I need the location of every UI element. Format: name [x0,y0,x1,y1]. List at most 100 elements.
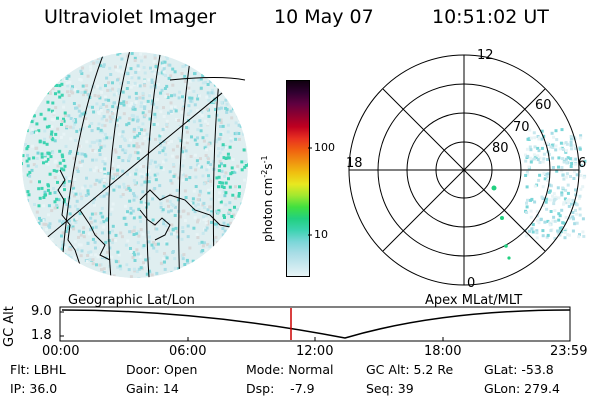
speckle-pixel [92,140,96,144]
polar-speckle-pixel [567,201,571,205]
speckle-pixel [173,173,177,177]
speckle-pixel [229,139,233,143]
speckle-pixel [103,95,107,99]
speckle-pixel [30,127,34,131]
speckle-pixel [181,209,185,213]
speckle-pixel [84,117,88,121]
speckle-pixel [219,268,223,272]
speckle-pixel [181,95,184,99]
speckle-pixel [35,122,39,126]
speckle-pixel [41,219,45,223]
speckle-pixel [162,146,166,150]
speckle-pixel [106,171,110,175]
speckle-pixel [126,81,130,84]
speckle-pixel [35,104,38,108]
speckle-pixel [222,189,226,193]
speckle-pixel [31,52,35,56]
polar-speckle-pixel [571,198,575,202]
speckle-pixel [206,122,210,126]
speckle-pixel [31,84,35,88]
speckle-pixel [73,118,77,122]
polar-speckle-pixel [569,175,572,178]
speckle-pixel [65,266,69,270]
speckle-pixel [236,236,239,240]
speckle-pixel [25,147,29,151]
speckle-pixel [230,166,234,170]
speckle-pixel [237,103,241,107]
speckle-pixel [22,130,25,134]
speckle-pixel [159,166,163,170]
speckle-pixel [220,243,224,247]
speckle-pixel [107,230,111,234]
speckle-pixel [133,269,137,273]
speckle-pixel [249,217,252,220]
speckle-pixel [127,144,131,148]
speckle-pixel [171,148,175,152]
speckle-pixel [169,74,173,78]
speckle-pixel [33,220,37,224]
polar-speckle-pixel [561,148,565,151]
speckle-pixel [182,272,186,276]
polar-speckle-pixel [549,145,553,149]
speckle-pixel [143,84,147,88]
speckle-pixel [243,160,247,163]
speckle-pixel [44,243,48,247]
speckle-pixel [143,113,147,117]
speckle-pixel [124,187,128,191]
speckle-pixel [211,62,214,66]
speckle-pixel [143,137,147,140]
speckle-pixel [171,251,175,254]
speckle-pixel [222,79,226,83]
speckle-pixel [99,64,103,68]
speckle-pixel [68,212,72,216]
polar-speckle-pixel [547,152,551,156]
speckle-pixel [94,158,98,162]
speckle-pixel [135,270,139,274]
speckle-pixel [93,219,97,223]
speckle-pixel [192,89,196,93]
speckle-pixel [39,260,42,264]
polar-speckle-pixel [558,214,562,218]
speckle-pixel [172,232,176,236]
speckle-pixel [201,260,205,264]
polar-speckle-pixel [578,213,582,217]
speckle-pixel [49,83,53,86]
speckle-pixel [193,153,197,157]
speckle-pixel [99,195,103,198]
speckle-pixel [37,52,41,55]
speckle-pixel [170,270,174,274]
polar-speckle-pixel [546,219,550,223]
speckle-pixel [111,167,115,171]
polar-speckle-pixel [573,162,577,166]
speckle-pixel [50,237,54,241]
speckle-pixel [83,58,87,62]
speckle-pixel [195,59,199,63]
polar-speckle-pixel [583,159,587,163]
speckle-pixel [111,229,114,233]
speckle-pixel [242,233,246,237]
speckle-pixel [152,123,156,126]
speckle-pixel [44,64,48,68]
speckle-pixel [164,152,168,156]
speckle-pixel [115,68,119,72]
polar-speckle-pixel [548,198,552,202]
speckle-pixel [167,228,171,232]
speckle-pixel [150,243,154,247]
speckle-pixel [66,84,70,88]
speckle-pixel [237,270,241,274]
speckle-pixel [68,80,72,84]
speckle-pixel [216,245,220,249]
speckle-pixel [52,52,56,55]
speckle-pixel [46,100,50,104]
speckle-pixel [54,106,58,110]
speckle-pixel [165,123,169,127]
speckle-pixel [219,121,223,124]
speckle-pixel [155,271,159,275]
speckle-pixel [224,98,228,102]
speckle-pixel [142,244,146,248]
altitude-xtick-0600: 06:00 [169,344,207,359]
speckle-pixel [26,153,30,157]
speckle-pixel [242,91,246,95]
speckle-pixel [72,194,76,198]
mlat-label-70: 70 [513,120,530,135]
